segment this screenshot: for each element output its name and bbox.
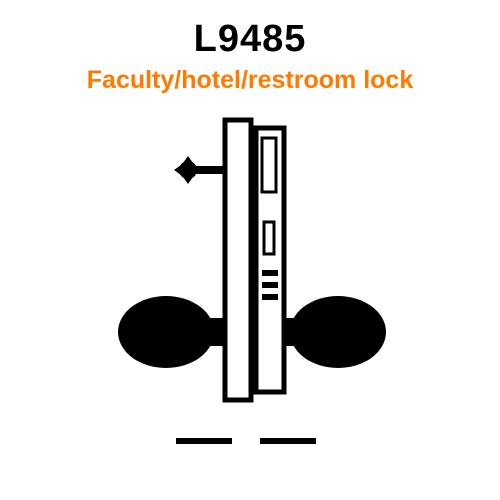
lock-type-subtitle: Faculty/hotel/restroom lock: [0, 66, 500, 95]
model-number: L9485: [0, 18, 500, 61]
lock-diagram: [0, 110, 500, 480]
